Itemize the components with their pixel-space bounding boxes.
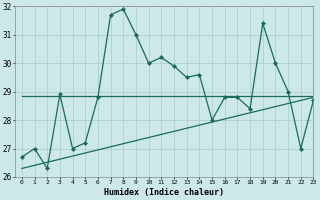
X-axis label: Humidex (Indice chaleur): Humidex (Indice chaleur) bbox=[105, 188, 225, 197]
